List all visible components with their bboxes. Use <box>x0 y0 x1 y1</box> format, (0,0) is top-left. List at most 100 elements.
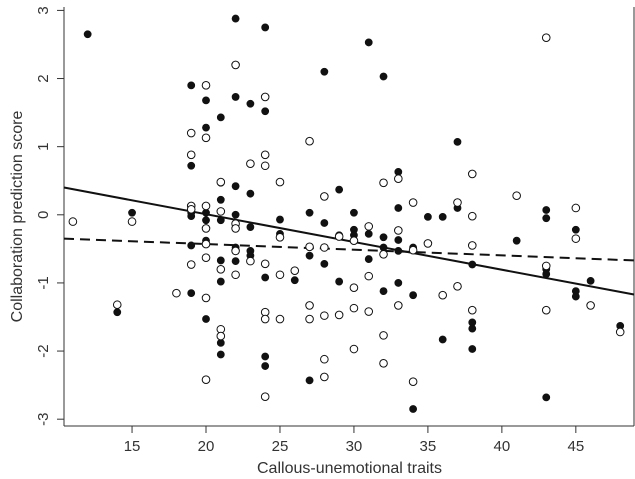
open-point <box>541 33 551 42</box>
open-point <box>408 377 418 387</box>
y-axis-title: Collaboration prediction score <box>9 111 26 323</box>
filled-point <box>409 291 418 300</box>
y-tick-label: 2 <box>35 74 52 82</box>
filled-point <box>364 38 373 47</box>
filled-point <box>187 289 196 298</box>
filled-point <box>246 189 255 198</box>
filled-point <box>202 123 210 132</box>
open-point <box>467 211 477 221</box>
filled-point <box>202 96 210 105</box>
open-point <box>541 261 551 271</box>
x-tick-label: 40 <box>494 438 511 455</box>
filled-point <box>216 350 225 359</box>
y-tick-label: 3 <box>35 6 52 14</box>
open-point <box>201 239 211 249</box>
open-point <box>320 372 329 382</box>
open-point <box>423 239 433 248</box>
filled-point <box>216 277 225 286</box>
open-point <box>571 203 581 213</box>
open-point <box>127 217 137 226</box>
x-tick-label: 30 <box>346 438 363 455</box>
open-point <box>305 242 314 252</box>
open-point <box>260 161 270 171</box>
open-point <box>334 310 344 320</box>
filled-point <box>379 287 388 296</box>
open-point <box>320 243 329 252</box>
open-point <box>364 222 374 231</box>
open-point <box>320 192 329 201</box>
filled-point <box>438 335 447 344</box>
filled-point <box>320 219 329 227</box>
x-tick-label: 35 <box>420 438 437 455</box>
open-point <box>231 60 240 70</box>
open-point <box>571 234 581 243</box>
open-point <box>467 169 477 179</box>
open-point <box>201 375 211 384</box>
open-point <box>231 224 240 233</box>
filled-point <box>246 223 255 231</box>
open-point <box>201 81 211 90</box>
filled-point <box>394 247 403 255</box>
filled-point <box>231 210 240 219</box>
filled-point <box>187 81 196 90</box>
filled-point <box>379 72 388 81</box>
x-tick-label: 20 <box>198 438 215 455</box>
filled-point <box>512 236 521 245</box>
open-point <box>349 344 359 354</box>
filled-point <box>364 255 373 263</box>
open-point <box>186 205 196 214</box>
filled-point <box>542 206 551 214</box>
filled-point <box>305 251 314 260</box>
filled-point <box>202 315 210 323</box>
open-point <box>305 301 314 310</box>
x-tick-label: 45 <box>567 438 584 455</box>
filled-point <box>231 93 240 101</box>
open-point <box>379 359 388 368</box>
filled-point <box>113 308 122 317</box>
filled-point <box>542 270 551 278</box>
open-point <box>275 314 285 324</box>
open-point <box>379 178 388 188</box>
open-point <box>231 246 240 256</box>
open-point <box>275 177 285 187</box>
axes <box>63 7 635 427</box>
open-point <box>349 303 359 313</box>
filled-point <box>335 185 344 194</box>
open-point <box>275 270 285 280</box>
open-point <box>216 265 226 274</box>
y-tick-label: 0 <box>35 211 52 219</box>
filled-point <box>261 352 270 361</box>
open-point <box>172 288 181 298</box>
solid-regression-line <box>63 186 635 296</box>
filled-point <box>468 324 477 333</box>
filled-point <box>261 23 270 32</box>
filled-point <box>202 216 210 225</box>
open-point <box>512 191 521 201</box>
open-point <box>438 290 447 300</box>
open-point <box>231 270 240 280</box>
x-axis-title: Callous-unemotional traits <box>257 460 442 477</box>
y-tick-label: 1 <box>35 142 52 150</box>
filled-point <box>231 257 240 266</box>
open-point <box>408 198 418 207</box>
open-point <box>260 259 270 269</box>
filled-point <box>409 405 418 413</box>
fit-lines <box>63 186 635 296</box>
open-point <box>216 177 226 187</box>
open-point <box>320 311 329 320</box>
open-point <box>349 283 359 292</box>
open-point <box>467 305 477 315</box>
open-point <box>216 207 226 216</box>
open-point <box>260 314 270 324</box>
filled-point <box>438 212 447 221</box>
filled-point <box>571 225 580 234</box>
x-tick-label: 25 <box>272 438 289 455</box>
filled-point <box>364 229 373 238</box>
filled-point <box>187 161 196 170</box>
open-point <box>201 224 211 233</box>
open-point <box>201 133 211 143</box>
open-point <box>453 198 462 207</box>
open-point <box>364 307 374 316</box>
open-point <box>364 271 374 281</box>
open-point <box>112 300 122 310</box>
